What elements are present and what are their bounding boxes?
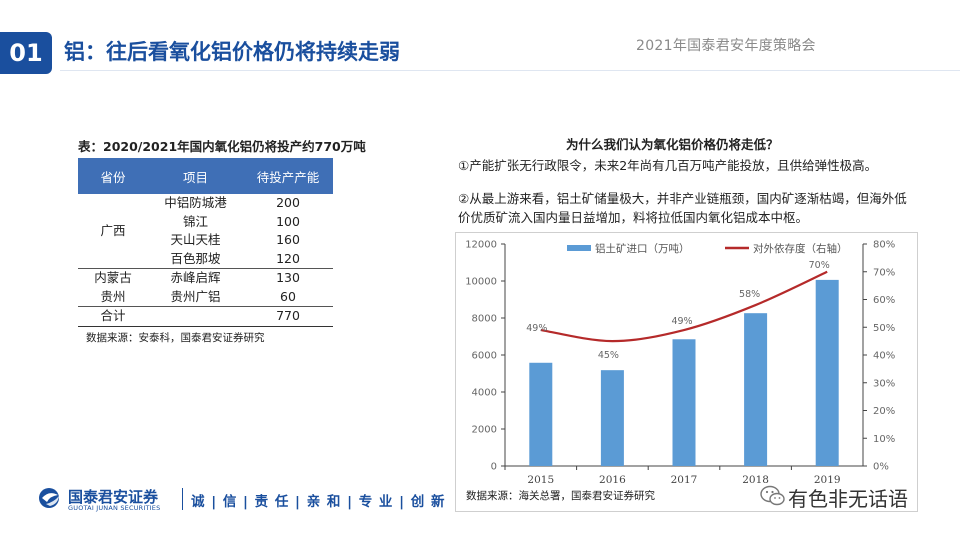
header-province: 省份 xyxy=(78,158,148,194)
footer-slogan: 诚 | 信 | 责 任 | 亲 和 | 专 业 | 创 新 xyxy=(191,494,446,510)
y-left-tick-label: 6000 xyxy=(472,351,497,362)
project-cell: 赤峰启辉 xyxy=(148,268,243,288)
company-logo-icon xyxy=(39,488,59,508)
x-tick-label: 2017 xyxy=(671,474,698,486)
table-row: 广西 中铝防城港 200 xyxy=(78,194,333,238)
province-cell: 贵州 xyxy=(100,288,126,304)
total-spacer xyxy=(148,306,243,327)
x-tick-label: 2019 xyxy=(814,474,841,486)
event-name: 2021年国泰君安年度策略会 xyxy=(636,38,816,54)
x-tick-label: 2016 xyxy=(599,474,626,486)
y-right-tick-label: 30% xyxy=(873,378,895,389)
chart-source: 数据来源：海关总署，国泰君安证券研究 xyxy=(466,490,655,502)
x-tick-label: 2015 xyxy=(527,474,554,486)
bar xyxy=(600,370,624,466)
bar xyxy=(744,313,768,466)
line-data-label: 70% xyxy=(809,260,830,271)
y-right-tick-label: 40% xyxy=(873,351,895,362)
capacity-table: 省份 项目 待投产产能 广西 中铝防城港 200 锦江 100 天山天桂 160… xyxy=(78,158,333,327)
wechat-icon xyxy=(760,485,785,506)
total-label: 合计 xyxy=(78,306,148,327)
table-row: 百色那坡 120 xyxy=(78,250,333,269)
legend-swatch-bars xyxy=(567,245,591,251)
project-cell: 天山天桂 xyxy=(170,232,221,247)
province-cell: 内蒙古 xyxy=(78,268,148,288)
y-right-tick-label: 50% xyxy=(873,323,895,334)
header-divider xyxy=(60,70,960,71)
x-tick-label: 2018 xyxy=(742,474,769,486)
y-right-tick-label: 20% xyxy=(873,406,895,417)
line-data-label: 58% xyxy=(739,289,760,300)
table-source: 数据来源：安泰科，国泰君安证券研究 xyxy=(86,332,265,344)
bar xyxy=(815,279,839,466)
watermark-text: 有色非无话语 xyxy=(788,487,908,511)
y-left-tick-label: 0 xyxy=(491,462,497,473)
footer-brand-en: GUOTAI JUNAN SECURITIES xyxy=(68,504,161,512)
page-title: 铝：往后看氧化铝价格仍将持续走弱 xyxy=(64,40,400,64)
project-cell: 锦江 xyxy=(182,213,208,229)
table-row: 贵州 贵州广铝 60 xyxy=(78,288,333,307)
y-right-tick-label: 70% xyxy=(873,267,895,278)
y-left-tick-label: 10000 xyxy=(465,277,497,288)
y-left-tick-label: 12000 xyxy=(465,240,497,251)
y-left-tick-label: 4000 xyxy=(472,388,497,399)
table-row: 天山天桂 160 xyxy=(78,231,333,250)
y-right-tick-label: 80% xyxy=(873,240,895,251)
footer-divider xyxy=(182,488,183,510)
header-capacity: 待投产产能 xyxy=(243,158,333,194)
capacity-cell: 100 xyxy=(276,213,300,229)
province-cell: 广西 xyxy=(100,222,126,238)
bauxite-import-chart: 0 2000 4000 6000 8000 10000 12000 0% 10% 20% 30% 40… xyxy=(465,240,895,487)
y-right-tick-label: 0% xyxy=(873,462,889,473)
capacity-cell: 60 xyxy=(280,288,296,304)
capacity-cell: 160 xyxy=(276,232,300,247)
capacity-cell: 200 xyxy=(276,195,300,210)
table-row: 锦江 100 xyxy=(78,213,333,232)
capacity-cell: 130 xyxy=(243,268,333,288)
table-row: 内蒙古 赤峰启辉 130 xyxy=(78,268,333,288)
header-project: 项目 xyxy=(148,158,243,194)
section-number-badge: 01 xyxy=(0,32,52,74)
dependency-line xyxy=(540,270,828,343)
project-cell: 百色那坡 xyxy=(170,250,221,266)
reason-point-1: ①产能扩张无行政限令，未来2年尚有几百万吨产能投放，且供给弹性极高。 xyxy=(458,158,878,173)
legend-label-line: 对外依存度（右轴） xyxy=(753,242,848,255)
total-capacity: 770 xyxy=(243,306,333,327)
capacity-cell: 120 xyxy=(276,250,300,266)
bar xyxy=(529,362,553,466)
y-right-tick-label: 10% xyxy=(873,434,895,445)
total-row: 合计 770 xyxy=(78,306,333,327)
table-caption: 表：2020/2021年国内氧化铝仍将投产约770万吨 xyxy=(78,139,366,154)
line-data-label: 45% xyxy=(598,350,619,361)
legend-label-bars: 铝土矿进口（万吨） xyxy=(595,242,690,255)
project-cell: 中铝防城港 xyxy=(164,195,227,210)
y-left-tick-label: 2000 xyxy=(472,425,497,436)
y-left-tick-label: 8000 xyxy=(472,314,497,325)
line-data-label: 49% xyxy=(526,323,547,334)
footer-brand: 国泰君安证券 xyxy=(68,488,159,506)
y-right-tick-label: 60% xyxy=(873,295,895,306)
bar xyxy=(672,339,696,466)
reason-point-2: ②从最上游来看，铝土矿储量极大，并非产业链瓶颈，国内矿逐渐枯竭，但海外低价优质矿… xyxy=(458,191,907,225)
question-heading: 为什么我们认为氧化铝价格仍将走低？ xyxy=(566,137,779,152)
line-data-label: 49% xyxy=(671,316,692,327)
project-cell: 贵州广铝 xyxy=(170,288,221,304)
